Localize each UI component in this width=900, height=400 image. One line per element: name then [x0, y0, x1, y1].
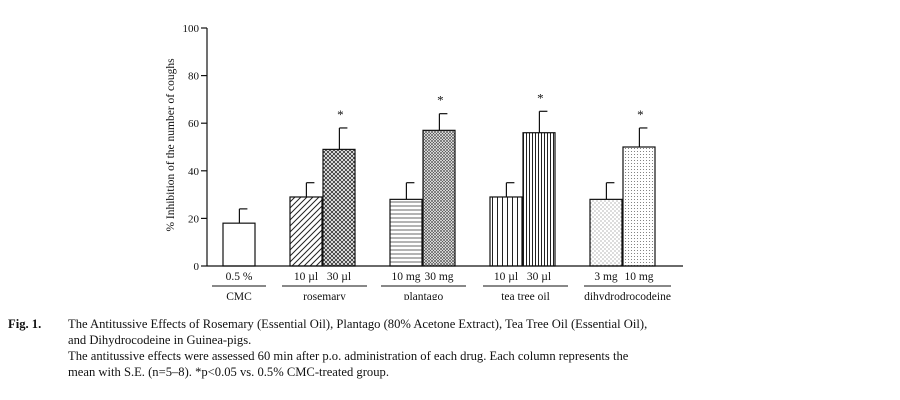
group-label: rosemary	[303, 291, 346, 300]
dose-label: 10 mg	[624, 271, 653, 283]
bar-plantago-1	[389, 198, 423, 267]
y-tick-label: 0	[194, 261, 200, 273]
bar-dihydrodrocodeine-2	[622, 146, 656, 267]
x-axis: 0.5 % CMC 10 µl 30 µl rosemary 10 mg 30 mg plan…	[207, 265, 683, 300]
caption-line-2: and Dihydrocodeine in Guinea-pigs.	[68, 333, 252, 347]
caption-line-4: mean with S.E. (n=5–8). *p<0.05 vs. 0.5%…	[68, 365, 389, 379]
dose-label: 0.5 %	[226, 271, 253, 283]
bar-rosemary-2	[322, 148, 356, 267]
dose-label: 10 µl	[494, 271, 518, 283]
significance-marker: *	[537, 90, 544, 105]
y-tick-label: 40	[188, 166, 200, 178]
y-axis-label: % Inhibition of the number of coughs	[165, 58, 177, 232]
y-tick-label: 100	[183, 23, 200, 35]
figure-caption: Fig. 1. The Antitussive Effects of Rosem…	[8, 316, 888, 380]
group-label: plantago	[404, 291, 444, 300]
dose-label: 10 µl	[294, 271, 318, 283]
caption-line-1: The Antitussive Effects of Rosemary (Ess…	[68, 317, 648, 331]
bar-chart: 0 20 40 60 80 100 % Inhibition of the number …	[165, 23, 683, 300]
dose-label: 30 µl	[527, 271, 551, 283]
y-tick-label: 80	[188, 71, 200, 83]
bars: * * * *	[222, 90, 656, 267]
group-label: tea tree oil	[501, 291, 550, 300]
bar-dihydrodrocodeine-1	[589, 198, 623, 267]
caption-line-3: The antitussive effects were assessed 60…	[68, 349, 629, 363]
bar-CMC-1	[222, 222, 256, 267]
significance-marker: *	[337, 107, 344, 122]
bar-plantago-2	[422, 129, 456, 267]
y-tick-label: 20	[188, 213, 200, 225]
significance-marker: *	[437, 93, 444, 108]
y-tick-label: 60	[188, 118, 200, 130]
dose-label: 10 mg	[391, 271, 420, 283]
group-label: CMC	[226, 291, 252, 300]
dose-label: 30 µl	[327, 271, 351, 283]
group-label: dihydrodrocodeine	[584, 291, 671, 300]
significance-marker: *	[637, 107, 644, 122]
caption-label: Fig. 1.	[8, 317, 42, 331]
bar-rosemary-1	[289, 196, 323, 267]
dose-label: 30 mg	[424, 271, 453, 283]
y-axis: 0 20 40 60 80 100	[183, 23, 208, 273]
bar-tea-tree-oil-1	[489, 196, 523, 267]
bar-tea-tree-oil-2	[522, 132, 556, 267]
dose-label: 3 mg	[594, 271, 618, 283]
